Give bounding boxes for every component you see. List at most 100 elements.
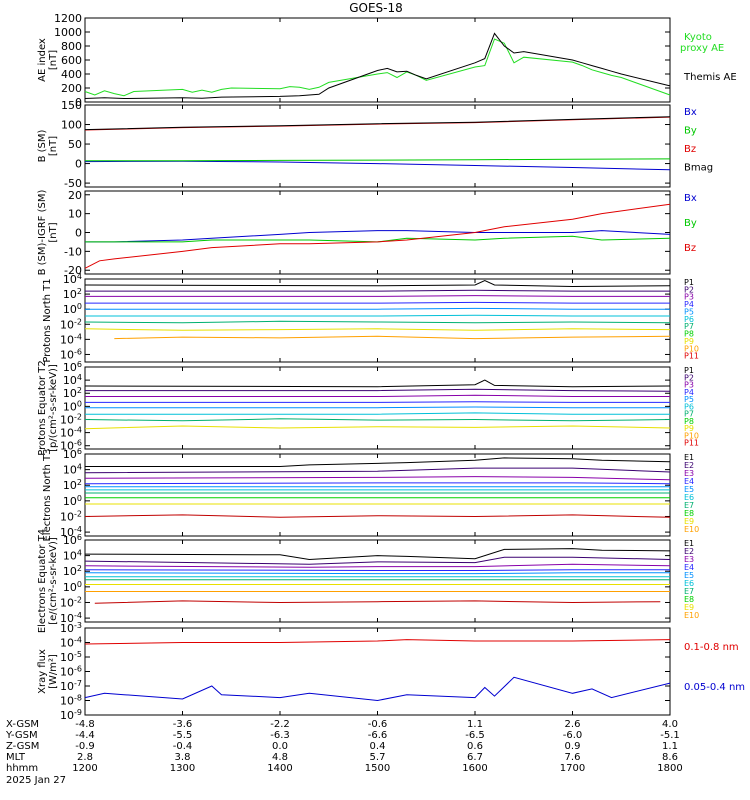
y-tick-label: 10-6 [60,665,82,679]
x-tick-label: -0.9 [75,741,95,752]
x-tick-label: 4.8 [272,752,288,763]
y-tick-label: 0 [75,227,82,240]
y-tick-label: 10-4 [60,611,82,625]
y-tick-label: 10-5 [60,650,82,664]
y-tick-label: 10-2 [60,317,82,331]
series-line-p7 [84,418,671,422]
y-tick-label: 102 [63,386,82,400]
x-tick-label: 1800 [657,763,682,774]
legend-p8: P8 [684,330,694,339]
legend-themis-ae: Themis AE [683,72,737,83]
legend-p2: P2 [684,285,694,294]
x-tick-label: -0.4 [173,741,193,752]
x-tick-label: 1500 [365,763,390,774]
legend-e3: E3 [684,555,694,564]
y-tick-label: -20 [64,264,82,277]
x-tick-label: 2.6 [565,719,581,730]
x-tick-label: -5.5 [173,730,193,741]
series-line-e5 [84,572,670,575]
x-row-label: hhmm [6,763,38,774]
y-tick-label: 0 [75,96,82,109]
legend-p2: P2 [684,373,694,382]
legend-e5: E5 [684,571,694,580]
x-tick-label: -2.2 [270,719,290,730]
legend-p11: P11 [684,439,699,448]
legend-e1: E1 [684,453,694,462]
y-tick-label: 10-3 [60,621,82,635]
y-tick-label: 10-4 [60,426,82,440]
series-line-p6 [85,412,670,415]
y-tick-label: 200 [61,82,82,95]
x-tick-label: 0.0 [272,741,288,752]
legend-p1: P1 [684,278,694,287]
legend-e5: E5 [684,485,694,494]
panel-frame [84,190,671,275]
y-tick-label: 10-6 [60,347,82,361]
y-tick-label: -10 [64,245,82,258]
legend-e4: E4 [684,477,694,486]
y-tick-label: 20 [68,189,82,202]
panel-bsm: 150 100 50 0 -50 B (SM) [nT] Bx By Bz Bmag [37,99,713,190]
series-line-0-05-0-4-nm [84,676,671,702]
x-tick-label: -5.1 [660,730,680,741]
legend-e8: E8 [684,595,694,604]
legend-e3: E3 [684,469,694,478]
y-axis-label: Protons Equator T2 [37,360,48,456]
plot-title: GOES-18 [349,1,403,15]
y-axis-label: [nT] [48,136,59,156]
y-tick-label: 100 [63,580,82,594]
y-tick-label: 106 [63,360,82,374]
y-axis-label: [e/(cm²-s-sr-keV)] [48,537,59,625]
series-line-e2 [84,467,671,474]
x-tick-label: -6.3 [270,730,290,741]
legend-p9: P9 [684,424,694,433]
x-tick-label: 4.0 [662,719,678,730]
series-line-p6 [85,314,670,317]
legend-p8: P8 [684,417,694,426]
y-axis-label: Xray flux [37,649,48,694]
x-tick-label: 0.6 [467,741,483,752]
legend-p4: P4 [684,300,694,309]
legend-e6: E6 [684,493,694,502]
y-tick-label: 10-2 [60,509,82,523]
series-line-e2 [84,556,671,565]
legend-e2: E2 [684,547,694,556]
panel-bigrf: 20 10 0 -10 -20 B (SM)-IGRF (SM) [nT] Bx By Bz [37,189,697,277]
x-tick-label: 7.6 [565,752,581,763]
x-tick-label: 5.7 [370,752,386,763]
y-tick-label: 10 [68,208,82,221]
series-line-p2 [85,289,670,292]
legend-e8: E8 [684,509,694,518]
series-line-p7 [84,320,671,324]
series-line-p8 [84,425,671,430]
legend-p9: P9 [684,337,694,346]
series-line-e3 [84,563,671,568]
x-tick-label: 1300 [170,763,195,774]
x-tick-label: -6.5 [465,730,485,741]
legend-p3: P3 [684,381,694,390]
y-tick-label: 600 [61,54,82,67]
y-tick-label: 106 [63,447,82,461]
series-line-p4 [85,301,670,304]
legend-p10: P10 [684,344,699,353]
series-line-e10 [94,600,661,604]
y-tick-label: 100 [63,302,82,316]
y-axis-label: [W/m²] [48,654,59,689]
legend-p10: P10 [684,431,699,440]
legend-p7: P7 [684,410,694,419]
x-tick-label: 6.7 [467,752,483,763]
legend-e6: E6 [684,579,694,588]
legend-by: By [684,218,697,229]
series-line-e1 [84,548,671,561]
series-line-e1 [85,457,671,467]
legend-bz: Bz [684,144,696,155]
x-tick-label: 0.9 [565,741,581,752]
panel-frame [84,539,671,623]
legend-bmag: Bmag [684,163,713,174]
y-tick-label: 10-9 [60,708,82,722]
x-tick-label: 1200 [72,763,97,774]
y-tick-label: -50 [64,177,82,190]
series-line-p5 [85,406,670,409]
